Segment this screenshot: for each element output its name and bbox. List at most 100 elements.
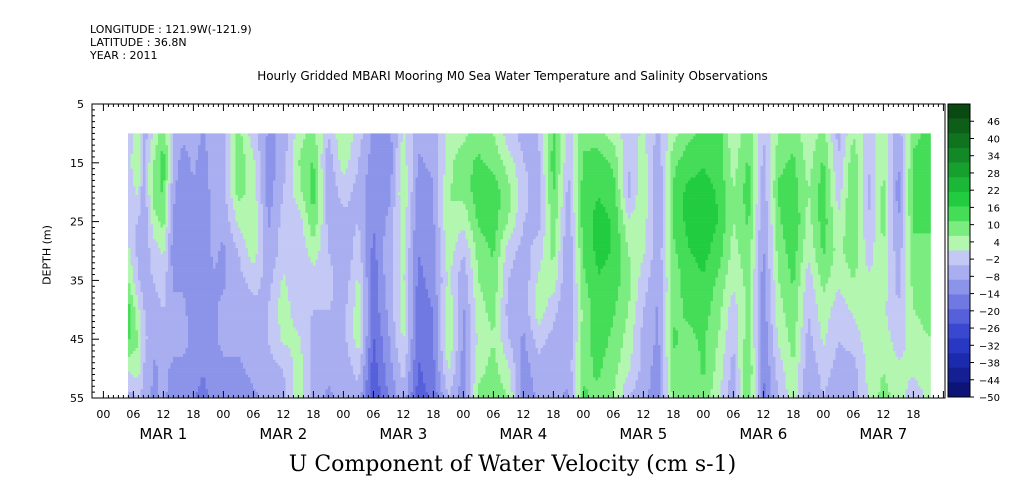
heatmap-cell <box>163 136 166 139</box>
heatmap-cell <box>258 245 261 248</box>
heatmap-cell <box>218 369 221 372</box>
heatmap-cell <box>153 233 156 236</box>
heatmap-cell <box>186 310 189 313</box>
heatmap-cell <box>263 292 266 295</box>
heatmap-cell <box>233 263 236 266</box>
heatmap-cell <box>253 319 256 322</box>
heatmap-cell <box>231 372 234 375</box>
heatmap-cell <box>181 348 184 351</box>
heatmap-cell <box>258 133 261 136</box>
heatmap-cell <box>183 339 186 342</box>
heatmap-cell <box>246 207 249 210</box>
heatmap-cell <box>248 254 251 257</box>
heatmap-cell <box>133 219 136 222</box>
heatmap-cell <box>231 313 234 316</box>
heatmap-cell <box>193 260 196 263</box>
heatmap-cell <box>178 325 181 328</box>
heatmap-cell <box>156 369 159 372</box>
heatmap-cell <box>186 336 189 339</box>
heatmap-cell <box>226 307 229 310</box>
heatmap-cell <box>138 248 141 251</box>
heatmap-cell <box>148 392 151 395</box>
heatmap-cell <box>193 163 196 166</box>
heatmap-cell <box>186 175 189 178</box>
heatmap-cell <box>218 301 221 304</box>
heatmap-cell <box>163 189 166 192</box>
heatmap-cell <box>256 280 259 283</box>
heatmap-cell <box>213 377 216 380</box>
heatmap-cell <box>236 307 239 310</box>
heatmap-cell <box>226 227 229 230</box>
heatmap-cell <box>228 198 231 201</box>
heatmap-cell <box>208 151 211 154</box>
heatmap-cell <box>151 301 154 304</box>
heatmap-cell <box>236 295 239 298</box>
heatmap-cell <box>263 330 266 333</box>
heatmap-cell <box>246 386 249 389</box>
heatmap-cell <box>198 374 201 377</box>
heatmap-cell <box>156 286 159 289</box>
heatmap-cell <box>258 277 261 280</box>
heatmap-cell <box>246 257 249 260</box>
heatmap-cell <box>183 351 186 354</box>
heatmap-cell <box>168 316 171 319</box>
heatmap-cell <box>171 363 174 366</box>
heatmap-cell <box>211 351 214 354</box>
heatmap-cell <box>158 316 161 319</box>
heatmap-cell <box>178 369 181 372</box>
heatmap-cell <box>146 236 149 239</box>
heatmap-cell <box>258 216 261 219</box>
heatmap-cell <box>238 313 241 316</box>
heatmap-cell <box>153 380 156 383</box>
heatmap-cell <box>226 154 229 157</box>
heatmap-cell <box>141 133 144 136</box>
heatmap-cell <box>236 377 239 380</box>
heatmap-cell <box>263 380 266 383</box>
heatmap-cell <box>228 363 231 366</box>
heatmap-cell <box>213 154 216 157</box>
heatmap-cell <box>168 192 171 195</box>
heatmap-cell <box>228 239 231 242</box>
heatmap-cell <box>136 263 139 266</box>
heatmap-cell <box>243 277 246 280</box>
heatmap-cell <box>131 266 134 269</box>
heatmap-cell <box>241 157 244 160</box>
heatmap-cell <box>171 180 174 183</box>
heatmap-cell <box>253 139 256 142</box>
heatmap-cell <box>196 392 199 395</box>
heatmap-cell <box>258 383 261 386</box>
heatmap-cell <box>178 357 181 360</box>
heatmap-cell <box>128 266 131 269</box>
heatmap-cell <box>218 225 221 228</box>
heatmap-cell <box>191 325 194 328</box>
heatmap-cell <box>248 295 251 298</box>
heatmap-cell <box>236 192 239 195</box>
heatmap-cell <box>163 192 166 195</box>
heatmap-cell <box>221 260 224 263</box>
heatmap-cell <box>203 236 206 239</box>
heatmap-cell <box>148 225 151 228</box>
heatmap-cell <box>133 351 136 354</box>
heatmap-cell <box>231 277 234 280</box>
heatmap-cell <box>248 380 251 383</box>
heatmap-cell <box>191 154 194 157</box>
heatmap-cell <box>161 175 164 178</box>
heatmap-cell <box>231 269 234 272</box>
heatmap-cell <box>246 313 249 316</box>
heatmap-cell <box>186 363 189 366</box>
heatmap-cell <box>168 186 171 189</box>
heatmap-cell <box>163 316 166 319</box>
heatmap-cell <box>263 354 266 357</box>
heatmap-cell <box>158 219 161 222</box>
heatmap-cell <box>133 230 136 233</box>
heatmap-cell <box>171 298 174 301</box>
heatmap-cell <box>246 198 249 201</box>
heatmap-cell <box>231 248 234 251</box>
heatmap-cell <box>148 183 151 186</box>
heatmap-cell <box>143 327 146 330</box>
heatmap-cell <box>186 151 189 154</box>
heatmap-cell <box>151 374 154 377</box>
heatmap-cell <box>136 198 139 201</box>
heatmap-cell <box>186 180 189 183</box>
heatmap-cell <box>246 157 249 160</box>
